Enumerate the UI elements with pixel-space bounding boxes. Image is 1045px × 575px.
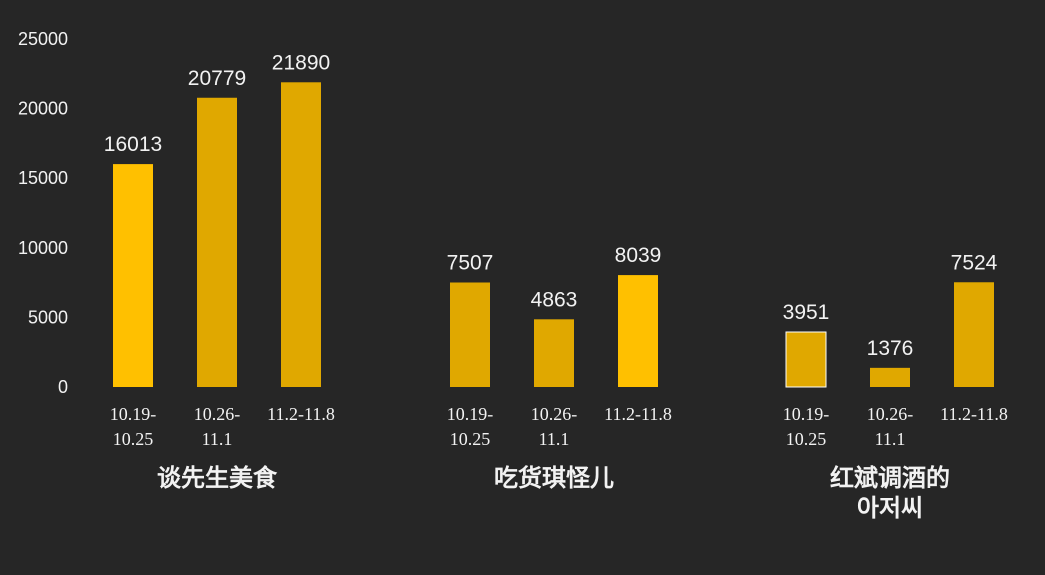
- y-tick-label: 15000: [18, 168, 68, 188]
- data-label: 7524: [951, 251, 998, 274]
- x-tick-label: 11.1: [875, 429, 906, 449]
- bar: [785, 331, 827, 388]
- x-axis: 10.19- 10.25 10.26- 11.1 11.2-11.8 10.19- 10.2…: [110, 404, 1008, 449]
- group-label: 아저씨: [857, 494, 923, 522]
- bar: [450, 282, 490, 387]
- bar: [534, 319, 574, 387]
- data-label: 1376: [867, 337, 914, 360]
- y-tick-label: 10000: [18, 238, 68, 258]
- bar-group: 16013 20779 21890: [104, 51, 330, 387]
- group-label: 谈先生美食: [157, 464, 278, 492]
- bar: [113, 164, 153, 387]
- x-tick-label: 10.26-: [531, 404, 578, 424]
- x-tick-label: 11.2-11.8: [604, 404, 672, 424]
- x-tick-label: 10.26-: [194, 404, 241, 424]
- data-label: 20779: [188, 67, 246, 90]
- x-tick-label: 10.25: [450, 429, 491, 449]
- y-tick-label: 25000: [18, 29, 68, 49]
- x-tick-label: 11.2-11.8: [940, 404, 1008, 424]
- x-tick-label: 10.26-: [867, 404, 914, 424]
- bar: [618, 275, 658, 387]
- x-tick-label: 10.19-: [110, 404, 157, 424]
- y-tick-label: 0: [58, 377, 68, 397]
- x-tick-label: 10.25: [786, 429, 827, 449]
- data-label: 7507: [447, 252, 494, 275]
- bar-group: 3951 1376 7524: [783, 251, 998, 388]
- y-tick-label: 5000: [28, 307, 68, 327]
- x-tick-label: 11.1: [539, 429, 570, 449]
- x-tick-label: 10.25: [113, 429, 154, 449]
- bar: [954, 282, 994, 387]
- bar: [870, 367, 910, 387]
- data-label: 16013: [104, 133, 162, 156]
- bar: [197, 97, 237, 387]
- bar: [281, 82, 321, 387]
- x-tick-label: 11.1: [202, 429, 233, 449]
- bars-layer: 16013 20779 21890 7507 4863 8039 3951 1376 7524: [104, 51, 998, 388]
- data-label: 21890: [272, 51, 330, 74]
- group-label: 红斌调酒的: [830, 464, 950, 492]
- y-tick-label: 20000: [18, 99, 68, 119]
- y-axis: 0 5000 10000 15000 20000 25000: [18, 29, 68, 397]
- data-label: 4863: [531, 288, 578, 311]
- bar-group: 7507 4863 8039: [447, 244, 662, 387]
- data-label: 8039: [615, 244, 662, 267]
- x-tick-label: 10.19-: [783, 404, 830, 424]
- x-tick-label: 10.19-: [447, 404, 494, 424]
- data-label: 3951: [783, 301, 830, 324]
- group-label: 吃货琪怪儿: [494, 464, 614, 492]
- x-tick-label: 11.2-11.8: [267, 404, 335, 424]
